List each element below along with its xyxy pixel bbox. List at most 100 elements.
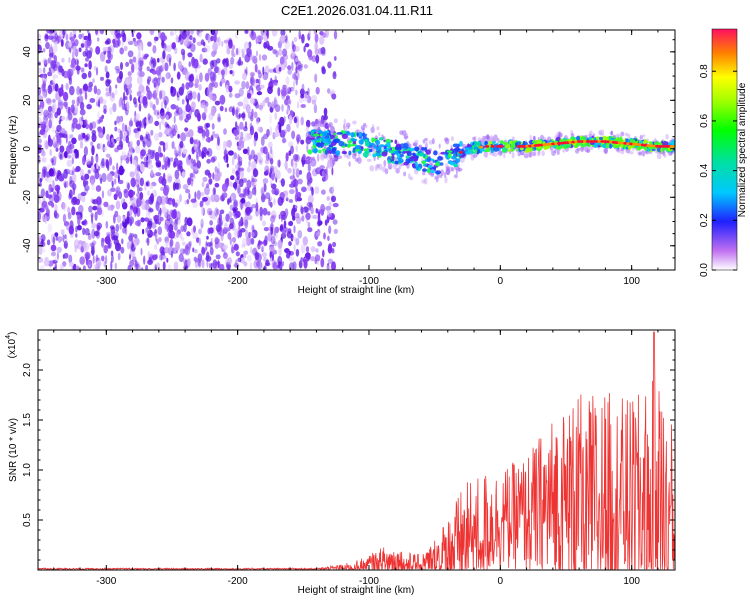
signal-blob: [326, 132, 330, 136]
noise-blob: [182, 248, 186, 254]
noise-blob: [254, 186, 257, 197]
noise-blob: [251, 187, 257, 195]
noise-blob: [328, 201, 332, 208]
noise-blob: [315, 248, 319, 253]
noise-blob: [235, 164, 239, 170]
noise-blob: [237, 101, 244, 107]
noise-blob: [227, 198, 230, 205]
halo-blob: [421, 179, 426, 184]
halo-blob: [363, 122, 367, 127]
noise-blob: [58, 119, 62, 125]
noise-blob: [41, 157, 47, 163]
noise-blob: [271, 101, 274, 109]
noise-blob: [174, 202, 178, 208]
noise-blob: [137, 70, 142, 77]
noise-blob: [153, 149, 156, 155]
noise-blob: [272, 241, 278, 247]
halo-blob: [378, 132, 381, 137]
noise-blob: [52, 136, 56, 146]
noise-blob: [332, 241, 337, 248]
noise-blob: [238, 87, 244, 97]
noise-blob: [280, 34, 286, 42]
noise-blob: [250, 246, 253, 254]
noise-blob: [96, 207, 102, 216]
noise-blob: [99, 51, 106, 62]
noise-blob: [71, 137, 77, 145]
noise-blob: [227, 257, 232, 265]
noise-blob: [112, 102, 117, 113]
noise-blob: [54, 232, 59, 238]
noise-blob: [71, 99, 76, 105]
noise-blob: [128, 189, 134, 198]
signal-blob: [350, 138, 358, 142]
noise-blob: [95, 254, 99, 263]
noise-blob: [159, 141, 165, 146]
noise-blob: [323, 232, 326, 240]
noise-blob: [188, 129, 194, 138]
noise-blob: [211, 59, 218, 67]
noise-blob: [170, 104, 177, 110]
noise-blob: [138, 57, 144, 65]
noise-blob: [125, 135, 129, 144]
noise-blob: [183, 265, 189, 270]
noise-blob: [60, 128, 66, 134]
noise-blob: [139, 134, 144, 141]
noise-blob: [155, 233, 158, 239]
noise-blob: [327, 61, 332, 69]
noise-blob: [169, 31, 174, 37]
noise-blob: [138, 103, 142, 112]
noise-blob: [157, 226, 163, 236]
noise-blob: [206, 242, 213, 247]
noise-blob: [219, 209, 225, 215]
noise-blob: [147, 164, 154, 170]
noise-blob: [117, 68, 121, 74]
noise-blob: [228, 92, 233, 98]
noise-blob: [208, 262, 212, 269]
noise-blob: [164, 127, 170, 135]
noise-blob: [149, 30, 155, 36]
noise-blob: [221, 40, 224, 47]
noise-blob: [129, 171, 135, 178]
noise-blob: [110, 204, 115, 210]
noise-blob: [195, 78, 200, 85]
noise-blob: [68, 41, 72, 48]
noise-blob: [288, 220, 294, 227]
noise-blob: [315, 167, 322, 175]
noise-blob: [99, 30, 105, 35]
signal-blob: [323, 142, 329, 146]
noise-blob: [39, 73, 45, 78]
noise-blob: [74, 149, 78, 159]
noise-blob: [235, 48, 239, 56]
noise-blob: [305, 126, 310, 132]
noise-blob: [185, 189, 191, 194]
signal-blob: [347, 131, 351, 136]
noise-blob: [282, 190, 288, 197]
noise-blob: [174, 216, 179, 225]
noise-blob: [84, 63, 88, 68]
noise-blob: [278, 123, 282, 134]
noise-blob: [327, 235, 330, 242]
noise-blob: [205, 183, 210, 188]
noise-blob: [164, 62, 169, 72]
noise-blob: [58, 237, 62, 244]
noise-blob: [174, 225, 178, 231]
noise-blob: [263, 183, 267, 193]
noise-blob: [293, 225, 296, 234]
noise-blob: [279, 56, 285, 66]
signal-blob: [601, 135, 608, 142]
halo-blob: [523, 153, 529, 159]
halo-blob: [320, 154, 325, 161]
signal-blob: [369, 148, 373, 153]
noise-blob: [320, 208, 324, 216]
noise-blob: [254, 251, 260, 261]
noise-blob: [224, 107, 228, 113]
signal-blob: [424, 146, 428, 153]
noise-blob: [226, 163, 229, 168]
noise-blob: [39, 129, 46, 136]
noise-blob: [174, 30, 177, 35]
noise-blob: [326, 209, 332, 218]
noise-blob: [204, 169, 211, 176]
noise-blob: [164, 99, 167, 109]
noise-blob: [207, 84, 214, 93]
noise-blob: [321, 170, 326, 178]
